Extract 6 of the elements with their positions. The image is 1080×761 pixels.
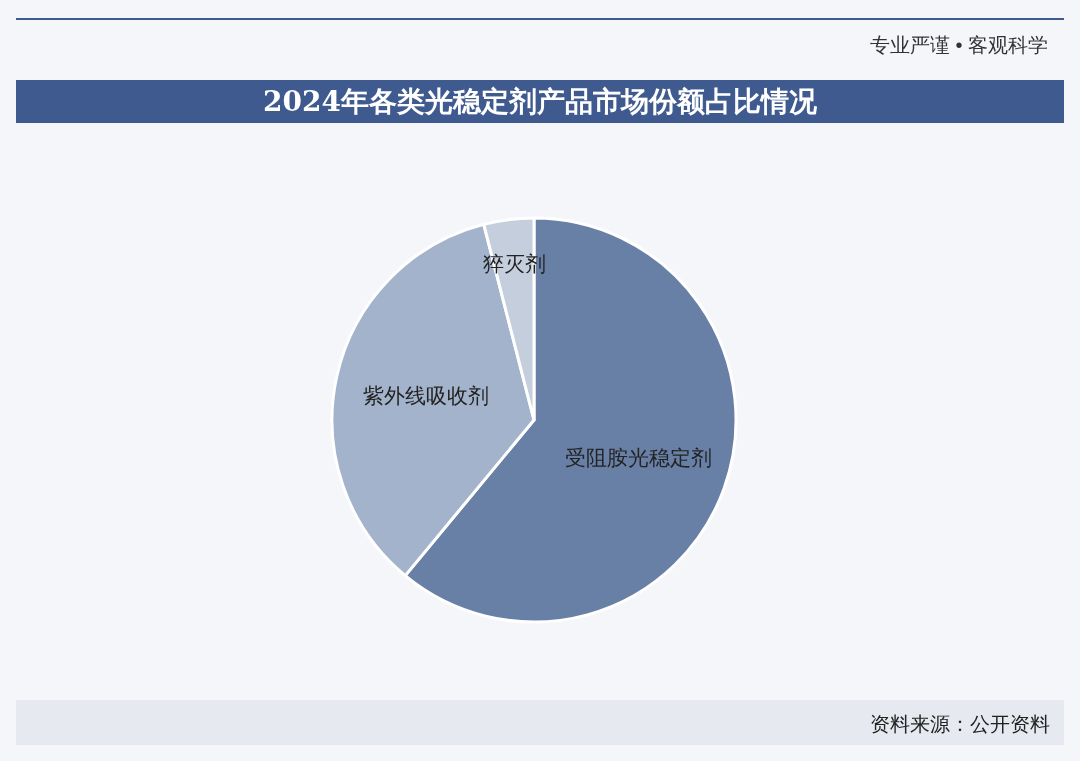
annotation: 专业严谨 • 客观科学	[869, 34, 1048, 56]
label: 受阻胺光稳定剂	[565, 445, 713, 469]
annotation: 资料来源：公开资料	[870, 713, 1050, 735]
label: 猝灭剂	[482, 251, 546, 275]
label: 紫外线吸收剂	[362, 383, 489, 407]
title: 2024年各类光稳定剂产品市场份额占比情况	[263, 85, 817, 118]
